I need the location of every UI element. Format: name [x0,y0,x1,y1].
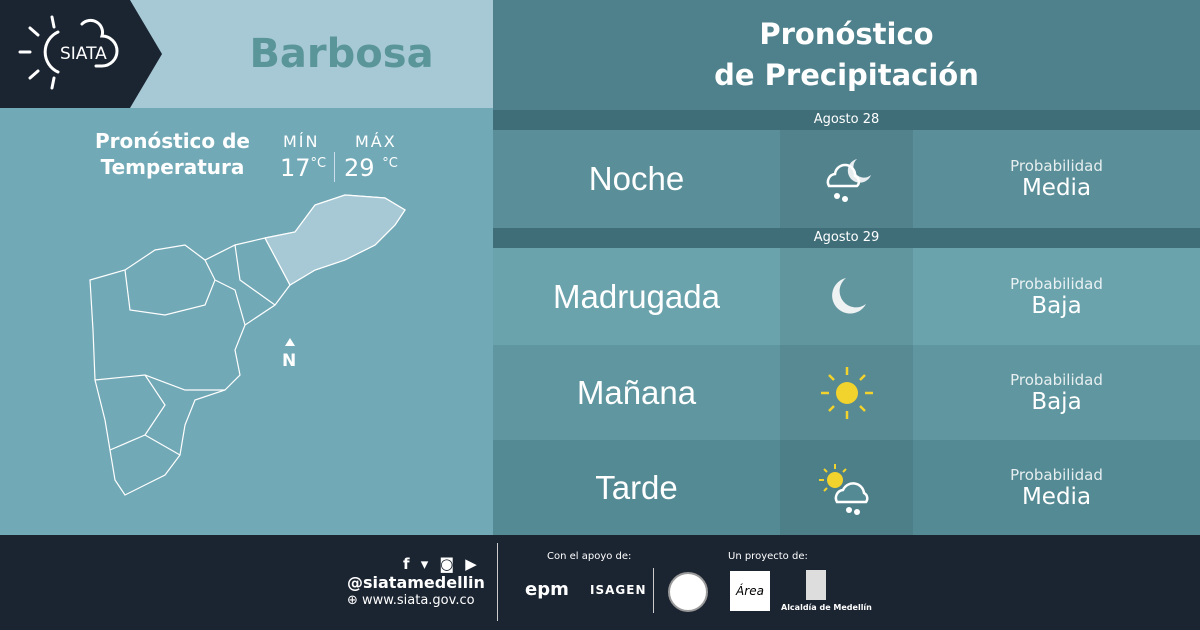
city-name: Barbosa [249,31,434,77]
website-link[interactable]: ⊕ www.siata.gov.co [347,593,475,608]
min-label: MÍN [283,132,320,151]
forecast-row: Tarde Probabilidad Media [493,440,1200,535]
sun-cloud-rain-icon [780,440,913,535]
epm-logo: epm [525,579,569,600]
forecast-row: Madrugada Probabilidad Baja [493,248,1200,345]
footer: f ▾ ◙ ▶ @siatamedellin ⊕ www.siata.gov.c… [0,535,1200,630]
alcaldia-shield-logo [806,570,826,600]
period-label: Tarde [595,468,678,506]
globe-icon: ⊕ [347,593,358,608]
isagen-logo: ISAGEN [590,583,647,597]
social-icons[interactable]: f ▾ ◙ ▶ [403,555,480,573]
siata-logo: SIATA [18,15,119,90]
period-label: Madrugada [553,277,720,315]
date-label: Agosto 29 [493,228,1200,248]
min-temp: 17°C [280,154,327,182]
forecast-row: Mañana Probabilidad Baja [493,345,1200,440]
svg-text:SIATA: SIATA [60,44,107,64]
medellin-seal-logo [668,572,708,612]
divider [334,152,335,182]
social-handle[interactable]: @siatamedellin [347,573,485,592]
svg-text:N: N [282,351,296,371]
barbosa-highlight [264,194,406,286]
moon-icon [780,248,913,345]
probability-value: Baja [1031,292,1082,319]
area-metropolitana-logo: Área [730,571,770,611]
date-label: Agosto 28 [493,110,1200,130]
period-label: Noche [588,160,685,197]
cloud-moon-rain-icon [780,130,913,228]
max-label: MÁX [355,132,397,151]
period-label: Mañana [576,373,697,411]
north-arrow-icon [285,338,295,346]
probability-value: Media [1021,175,1092,201]
precipitation-title: Pronóstico de Precipitación [714,17,979,92]
divider [497,543,498,621]
sun-icon [780,345,913,440]
max-temp: 29 °C [344,154,398,182]
region-map: N [89,194,406,496]
temperature-panel [0,108,493,535]
logo-area: SIATA [0,0,162,108]
temperature-title: Pronóstico de Temperatura [95,129,250,179]
probability-value: Baja [1031,388,1082,415]
divider [653,568,654,613]
city-header-bg [130,0,493,108]
forecast-row: Noche Probabilidad Media [493,130,1200,228]
probability-value: Media [1021,483,1092,510]
